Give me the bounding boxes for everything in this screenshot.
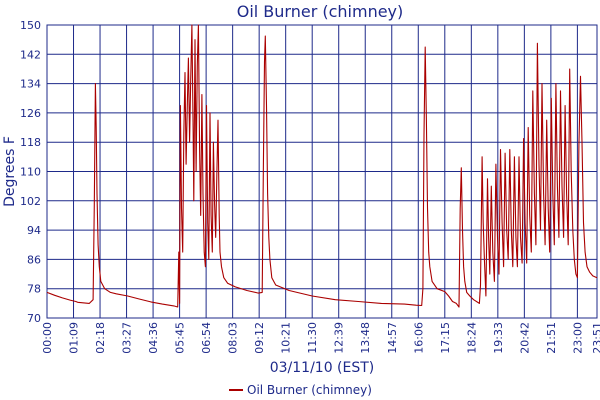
y-tick-label: 142 bbox=[20, 48, 41, 61]
y-tick-label: 70 bbox=[27, 312, 41, 325]
x-tick-label: 09:12 bbox=[253, 322, 266, 354]
x-tick-label: 13:48 bbox=[359, 322, 372, 354]
chart-title: Oil Burner (chimney) bbox=[237, 2, 404, 21]
x-tick-label: 03:27 bbox=[121, 322, 134, 354]
x-tick-label: 05:45 bbox=[174, 322, 187, 354]
x-tick-label: 00:00 bbox=[41, 322, 54, 354]
x-tick-label: 16:06 bbox=[412, 322, 425, 354]
x-tick-label: 21:51 bbox=[545, 322, 558, 354]
x-tick-label: 17:15 bbox=[439, 322, 452, 354]
x-tick-label: 23:51 bbox=[591, 322, 600, 354]
y-tick-label: 86 bbox=[27, 253, 41, 266]
y-tick-label: 102 bbox=[20, 195, 41, 208]
legend: Oil Burner (chimney) bbox=[229, 383, 372, 397]
x-axis-label: 03/11/10 (EST) bbox=[270, 360, 375, 376]
x-tick-label: 12:39 bbox=[333, 322, 346, 354]
x-tick-label: 06:54 bbox=[200, 322, 213, 354]
plot-area bbox=[46, 24, 598, 319]
y-tick-label: 94 bbox=[27, 224, 41, 237]
x-axis-ticks: 00:00 01:09 02:18 03:27 04:36 05:45 06:54 08:03… bbox=[41, 322, 600, 354]
y-tick-label: 78 bbox=[27, 283, 41, 296]
legend-label: Oil Burner (chimney) bbox=[247, 383, 372, 397]
y-tick-label: 126 bbox=[20, 107, 41, 120]
x-tick-label: 08:03 bbox=[227, 322, 240, 354]
y-tick-label: 134 bbox=[20, 78, 41, 91]
series-line-0 bbox=[46, 24, 598, 308]
x-tick-label: 23:00 bbox=[571, 322, 584, 354]
x-tick-label: 14:57 bbox=[386, 322, 399, 354]
x-tick-label: 18:24 bbox=[465, 322, 478, 354]
x-tick-label: 04:36 bbox=[147, 322, 160, 354]
x-tick-label: 19:33 bbox=[492, 322, 505, 354]
y-tick-label: 110 bbox=[20, 166, 41, 179]
x-tick-label: 10:21 bbox=[280, 322, 293, 354]
x-tick-label: 01:09 bbox=[68, 322, 81, 354]
x-tick-label: 20:42 bbox=[518, 322, 531, 354]
y-tick-label: 150 bbox=[20, 19, 41, 32]
x-tick-label: 02:18 bbox=[94, 322, 107, 354]
y-axis-ticks: 70 78 86 94 102 110 118 126 134 142 150 bbox=[20, 19, 41, 325]
x-tick-label: 11:30 bbox=[306, 322, 319, 354]
y-axis-label: Degrees F bbox=[2, 136, 18, 207]
y-tick-label: 118 bbox=[20, 136, 41, 149]
series-group bbox=[46, 24, 598, 308]
